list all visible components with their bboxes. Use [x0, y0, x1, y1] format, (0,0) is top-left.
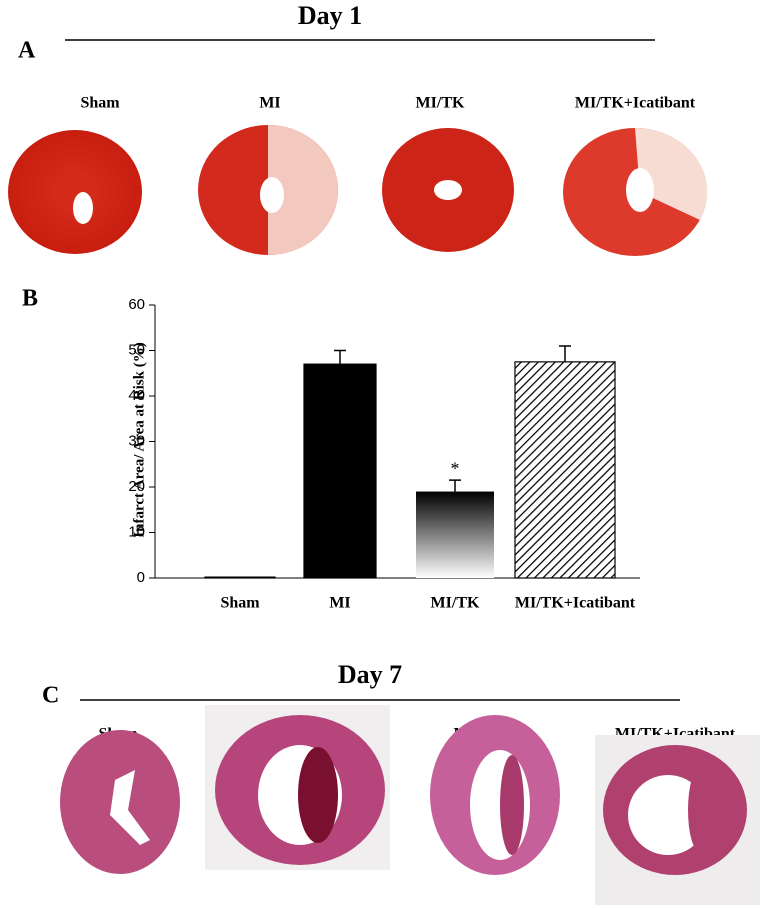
- x-tick-label: MI/TK: [431, 595, 480, 612]
- labels: Sham MI MI/TK MI/TK+Icatibant: [80, 95, 695, 112]
- panel-title: Day 1: [298, 1, 362, 30]
- sample-label: MI/TK: [416, 95, 465, 112]
- panel-letter: B: [22, 286, 38, 312]
- heart-images: [60, 705, 760, 905]
- y-tick-label: 50: [128, 341, 145, 358]
- bar: [303, 363, 377, 579]
- panel-title: Day 7: [338, 660, 402, 689]
- bar: [514, 361, 616, 579]
- error-bar: [559, 345, 571, 362]
- y-tick-label: 0: [137, 569, 145, 586]
- y-axis-label: Infarct Area/ Area at Risk (%): [131, 342, 147, 537]
- y-tick-label: 10: [128, 523, 145, 540]
- sample-label: MI/TK+Icatibant: [575, 95, 696, 112]
- bar: [416, 491, 494, 578]
- panel-letter: A: [18, 38, 36, 64]
- y-tick-label: 40: [128, 387, 145, 404]
- bar: [204, 576, 276, 579]
- sample-label: Sham: [80, 95, 120, 112]
- error-bar: [449, 479, 461, 492]
- error-bar: [334, 349, 346, 365]
- heart-images: [8, 125, 708, 256]
- y-tick-label: 20: [128, 478, 145, 495]
- significance-mark: *: [451, 458, 460, 478]
- sample-label: MI: [259, 95, 280, 112]
- y-tick-label: 60: [128, 296, 145, 313]
- x-tick-label: MI: [329, 595, 350, 612]
- x-tick-label: Sham: [220, 595, 260, 612]
- y-tick-label: 30: [128, 432, 145, 449]
- x-tick-label: MI/TK+Icatibant: [515, 595, 636, 612]
- panel-letter: C: [42, 683, 59, 709]
